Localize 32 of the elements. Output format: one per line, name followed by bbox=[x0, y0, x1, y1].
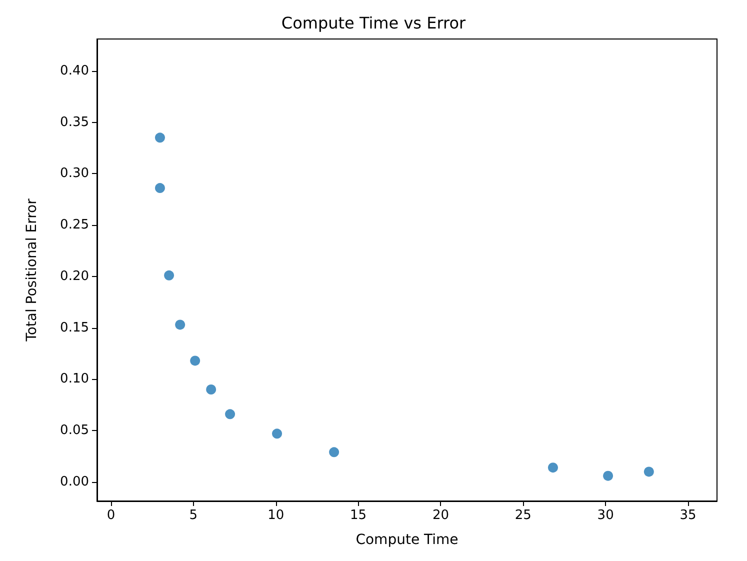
point bbox=[329, 447, 340, 458]
point bbox=[154, 132, 165, 143]
y-tick-label: 0.25 bbox=[60, 218, 89, 233]
point bbox=[272, 428, 282, 439]
point bbox=[175, 320, 186, 330]
point bbox=[603, 470, 614, 481]
x-tick-label: 20 bbox=[432, 508, 449, 523]
y-tick-label: 0.10 bbox=[60, 372, 89, 387]
point bbox=[548, 462, 558, 473]
y-tick-label: 0.00 bbox=[60, 474, 89, 490]
x-tick-label: 15 bbox=[350, 508, 367, 523]
point bbox=[225, 409, 236, 420]
x-tick-label: 10 bbox=[268, 508, 284, 523]
y-tick-label: 0.15 bbox=[60, 320, 89, 336]
x-tick-label: 0 bbox=[106, 508, 116, 523]
y-tick-label: 0.30 bbox=[60, 166, 89, 182]
x-axis-title: Compute Time bbox=[356, 532, 458, 548]
point bbox=[154, 183, 165, 194]
chart-title: Compute Time vs Error bbox=[281, 14, 466, 32]
point bbox=[190, 356, 200, 366]
y-tick-label: 0.40 bbox=[60, 63, 89, 78]
x-tick-label: 35 bbox=[680, 508, 696, 523]
x-tick-label: 25 bbox=[514, 508, 532, 523]
point bbox=[644, 466, 654, 477]
y-axis-title: Total Positional Error bbox=[24, 198, 40, 342]
x-tick-label: 30 bbox=[597, 508, 614, 523]
y-tick-label: 0.35 bbox=[60, 114, 89, 130]
point bbox=[206, 384, 216, 394]
y-tick-label: 0.05 bbox=[60, 423, 89, 438]
y-tick-label: 0.20 bbox=[60, 268, 89, 284]
point bbox=[164, 270, 174, 280]
x-tick-label: 5 bbox=[189, 508, 198, 523]
